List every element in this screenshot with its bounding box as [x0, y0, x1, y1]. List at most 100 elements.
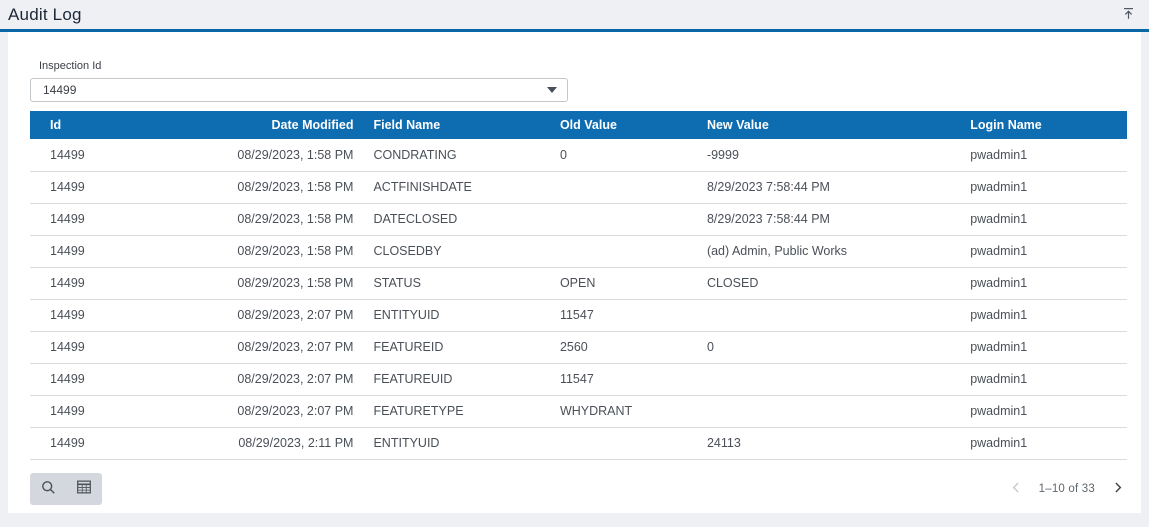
inspection-id-value: 14499 [43, 83, 77, 97]
table-cell-old-value: WHYDRANT [549, 395, 697, 428]
table-cell-login-name: pwadmin1 [960, 395, 1127, 428]
table-cell-id: 14499 [30, 363, 188, 396]
table-cell-id: 14499 [30, 203, 188, 236]
chevron-left-icon [1010, 481, 1023, 497]
table-row[interactable]: 14499 08/29/2023, 1:58 PM DATECLOSED 8/29/2… [30, 203, 1127, 236]
table-cell-new-value: 8/29/2023 7:58:44 PM [696, 171, 961, 204]
column-header-new-value[interactable]: New Value [696, 111, 961, 139]
table-cell-field-name: ACTFINISHDATE [363, 171, 550, 204]
table-cell-old-value [549, 171, 697, 204]
next-page-button[interactable] [1109, 481, 1125, 497]
table-cell-old-value: 11547 [549, 363, 697, 396]
collapse-top-icon [1121, 6, 1136, 24]
chevron-down-icon [547, 87, 557, 93]
previous-page-button[interactable] [1009, 481, 1025, 497]
table-cell-field-name: CONDRATING [363, 139, 550, 172]
table-cell-field-name: FEATURETYPE [363, 395, 550, 428]
table-cell-login-name: pwadmin1 [960, 331, 1127, 364]
search-button[interactable] [30, 473, 66, 505]
table-cell-old-value [549, 235, 697, 268]
column-header-login-name[interactable]: Login Name [960, 111, 1127, 139]
table-cell-id: 14499 [30, 267, 188, 300]
table-row[interactable]: 14499 08/29/2023, 2:07 PM FEATUREUID 11547 p… [30, 363, 1127, 396]
table-cell-new-value: 24113 [696, 427, 961, 460]
page-range-text: 1–10 of 33 [1038, 482, 1095, 495]
table-body: 14499 08/29/2023, 1:58 PM CONDRATING 0 -9999… [30, 139, 1127, 460]
table-cell-new-value: 8/29/2023 7:58:44 PM [696, 203, 961, 236]
table-cell-login-name: pwadmin1 [960, 171, 1127, 204]
table-cell-login-name: pwadmin1 [960, 235, 1127, 268]
table-cell-login-name: pwadmin1 [960, 363, 1127, 396]
table-row[interactable]: 14499 08/29/2023, 2:07 PM ENTITYUID 11547 pw… [30, 299, 1127, 332]
table-cell-date-modified: 08/29/2023, 1:58 PM [187, 267, 364, 300]
table-cell-id: 14499 [30, 395, 188, 428]
table-row[interactable]: 14499 08/29/2023, 2:11 PM ENTITYUID 24113 pw… [30, 427, 1127, 460]
table-cell-old-value [549, 427, 697, 460]
table-cell-new-value [696, 395, 961, 428]
inspection-id-dropdown[interactable]: 14499 [30, 78, 568, 102]
table-cell-date-modified: 08/29/2023, 2:07 PM [187, 395, 364, 428]
column-header-old-value[interactable]: Old Value [549, 111, 697, 139]
table-cell-old-value: OPEN [549, 267, 697, 300]
table-cell-login-name: pwadmin1 [960, 139, 1127, 172]
table-cell-id: 14499 [30, 139, 188, 172]
table-cell-field-name: ENTITYUID [363, 427, 550, 460]
pagination: 1–10 of 33 [1009, 481, 1127, 497]
table-cell-old-value [549, 203, 697, 236]
table-cell-new-value [696, 363, 961, 396]
table-row[interactable]: 14499 08/29/2023, 2:07 PM FEATURETYPE WHYDR… [30, 395, 1127, 428]
table-cell-field-name: STATUS [363, 267, 550, 300]
inspection-id-label: Inspection Id [39, 60, 102, 72]
table-cell-id: 14499 [30, 299, 188, 332]
column-header-date-modified[interactable]: Date Modified [187, 111, 364, 139]
table-grid-icon [75, 478, 93, 499]
table-cell-login-name: pwadmin1 [960, 427, 1127, 460]
table-cell-old-value: 11547 [549, 299, 697, 332]
chevron-right-icon [1111, 481, 1124, 497]
table-cell-new-value: CLOSED [696, 267, 961, 300]
search-icon [40, 479, 57, 499]
table-cell-date-modified: 08/29/2023, 2:11 PM [187, 427, 364, 460]
table-cell-date-modified: 08/29/2023, 1:58 PM [187, 235, 364, 268]
table-cell-date-modified: 08/29/2023, 1:58 PM [187, 203, 364, 236]
audit-log-card: Inspection Id 14499 Id Date Modified Fie… [8, 32, 1141, 513]
table-cell-old-value: 2560 [549, 331, 697, 364]
table-row[interactable]: 14499 08/29/2023, 1:58 PM ACTFINISHDATE 8/2… [30, 171, 1127, 204]
panel-header: Audit Log [0, 0, 1149, 29]
column-header-field-name[interactable]: Field Name [363, 111, 550, 139]
table-row[interactable]: 14499 08/29/2023, 1:58 PM CLOSEDBY (ad) Adm… [30, 235, 1127, 268]
table-cell-field-name: FEATUREUID [363, 363, 550, 396]
table-cell-date-modified: 08/29/2023, 2:07 PM [187, 331, 364, 364]
table-cell-date-modified: 08/29/2023, 2:07 PM [187, 299, 364, 332]
table-cell-login-name: pwadmin1 [960, 267, 1127, 300]
table-cell-old-value: 0 [549, 139, 697, 172]
table-row[interactable]: 14499 08/29/2023, 1:58 PM STATUS OPEN CLOSED… [30, 267, 1127, 300]
table-cell-id: 14499 [30, 235, 188, 268]
audit-log-table: Id Date Modified Field Name Old Value Ne… [30, 111, 1127, 460]
table-cell-field-name: DATECLOSED [363, 203, 550, 236]
page-title: Audit Log [8, 4, 82, 24]
table-cell-new-value: 0 [696, 331, 961, 364]
column-header-id[interactable]: Id [30, 111, 188, 139]
table-row[interactable]: 14499 08/29/2023, 2:07 PM FEATUREID 2560 0 pw… [30, 331, 1127, 364]
table-cell-new-value: (ad) Admin, Public Works [696, 235, 961, 268]
table-cell-login-name: pwadmin1 [960, 299, 1127, 332]
table-cell-id: 14499 [30, 427, 188, 460]
table-cell-field-name: ENTITYUID [363, 299, 550, 332]
column-settings-button[interactable] [66, 473, 102, 505]
accent-divider [0, 29, 1149, 32]
table-cell-date-modified: 08/29/2023, 1:58 PM [187, 171, 364, 204]
table-cell-field-name: FEATUREID [363, 331, 550, 364]
table-cell-date-modified: 08/29/2023, 2:07 PM [187, 363, 364, 396]
table-cell-id: 14499 [30, 171, 188, 204]
table-cell-new-value [696, 299, 961, 332]
table-row[interactable]: 14499 08/29/2023, 1:58 PM CONDRATING 0 -9999… [30, 139, 1127, 172]
table-cell-date-modified: 08/29/2023, 1:58 PM [187, 139, 364, 172]
table-cell-field-name: CLOSEDBY [363, 235, 550, 268]
table-cell-id: 14499 [30, 331, 188, 364]
table-footer: 1–10 of 33 [30, 472, 1127, 505]
table-cell-new-value: -9999 [696, 139, 961, 172]
grid-toolbar [30, 472, 102, 505]
table-cell-login-name: pwadmin1 [960, 203, 1127, 236]
collapse-panel-button[interactable] [1117, 4, 1139, 26]
